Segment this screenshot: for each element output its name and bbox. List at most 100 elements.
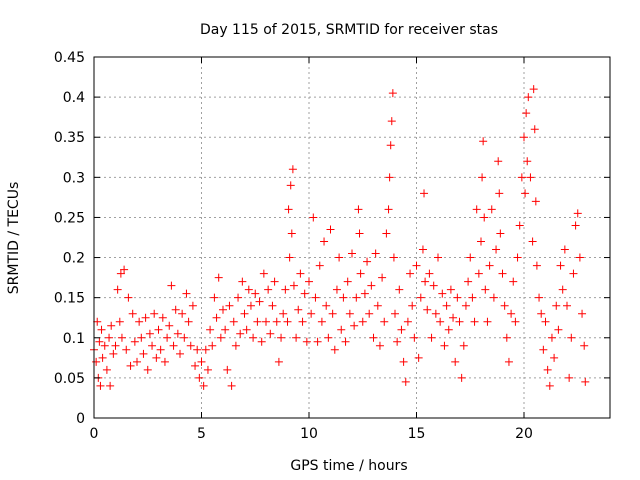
y-tick-label: 0.2 [63, 251, 85, 267]
data-point [113, 285, 122, 294]
data-point [128, 309, 137, 318]
data-point [173, 329, 182, 338]
data-point [504, 357, 513, 366]
data-point [93, 317, 102, 326]
data-point [307, 309, 316, 318]
data-point [457, 373, 466, 382]
data-point [236, 329, 245, 338]
data-point [249, 333, 258, 342]
data-point [244, 285, 253, 294]
data-point [429, 281, 438, 290]
data-point [436, 317, 445, 326]
data-point [234, 293, 243, 302]
data-point [315, 261, 324, 270]
y-tick-label: 0.15 [54, 291, 85, 307]
data-point [288, 165, 297, 174]
data-point [102, 365, 111, 374]
data-point [354, 205, 363, 214]
data-point [120, 265, 129, 274]
data-point [502, 333, 511, 342]
data-point [141, 313, 150, 322]
data-point [246, 301, 255, 310]
data-point [481, 285, 490, 294]
data-point [199, 381, 208, 390]
data-point [171, 305, 180, 314]
data-point [541, 317, 550, 326]
data-point [498, 269, 507, 278]
data-point [363, 257, 372, 266]
data-point [560, 245, 569, 254]
data-point [255, 297, 264, 306]
data-point [176, 349, 184, 358]
data-point [444, 325, 453, 334]
data-point [324, 333, 333, 342]
data-point [478, 173, 487, 182]
data-point [137, 333, 146, 342]
x-tick-label: 5 [197, 426, 206, 442]
data-point [523, 157, 532, 166]
data-point [341, 337, 350, 346]
data-point [332, 285, 341, 294]
data-point [296, 269, 305, 278]
data-point [517, 173, 526, 182]
data-point [387, 117, 396, 126]
data-point [208, 341, 217, 350]
data-point [365, 309, 374, 318]
data-point [350, 321, 359, 330]
data-point [302, 337, 311, 346]
data-point [225, 301, 234, 310]
data-point [569, 269, 578, 278]
data-point [122, 345, 131, 354]
data-point [328, 309, 337, 318]
data-point [259, 269, 268, 278]
data-point [158, 313, 167, 322]
data-point [92, 357, 101, 366]
data-point [496, 229, 505, 238]
data-point [440, 341, 449, 350]
data-point [279, 309, 288, 318]
data-point [193, 345, 202, 354]
data-point [358, 317, 367, 326]
data-point [410, 333, 419, 342]
data-point [449, 313, 458, 322]
data-point [399, 357, 408, 366]
data-point [466, 253, 475, 262]
x-tick-label: 10 [300, 426, 318, 442]
data-point [459, 341, 468, 350]
data-point [474, 269, 483, 278]
data-point [388, 89, 397, 98]
data-point [489, 293, 498, 302]
data-point [294, 305, 303, 314]
data-point [188, 301, 197, 310]
data-point [178, 309, 187, 318]
data-point [420, 189, 429, 198]
y-tick-label: 0.35 [54, 130, 85, 146]
data-point [106, 381, 115, 390]
data-point [580, 341, 589, 350]
data-point [431, 309, 440, 318]
data-point [487, 205, 496, 214]
data-point [238, 277, 247, 286]
data-point [421, 277, 430, 286]
data-point [535, 293, 544, 302]
data-point [115, 317, 124, 326]
y-tick-label: 0.4 [63, 90, 85, 106]
data-point [509, 277, 518, 286]
plot-frame [93, 56, 611, 419]
data-point [451, 357, 460, 366]
data-point [558, 285, 567, 294]
data-point [408, 301, 417, 310]
data-point [526, 173, 535, 182]
data-point [418, 245, 427, 254]
data-point [214, 273, 223, 282]
data-point [111, 341, 120, 350]
data-point [287, 229, 296, 238]
axis-ticks: 0 5 10 15 20 0 0.05 0.1 0.15 0.2 0.25 0.3 0.35 0.4 0.4… [54, 50, 610, 442]
data-point [468, 293, 477, 302]
data-point [355, 229, 364, 238]
y-tick-label: 0.45 [54, 50, 85, 66]
y-tick-label: 0.05 [54, 371, 85, 387]
data-point [281, 285, 290, 294]
data-point [386, 141, 395, 150]
data-point [348, 249, 356, 258]
